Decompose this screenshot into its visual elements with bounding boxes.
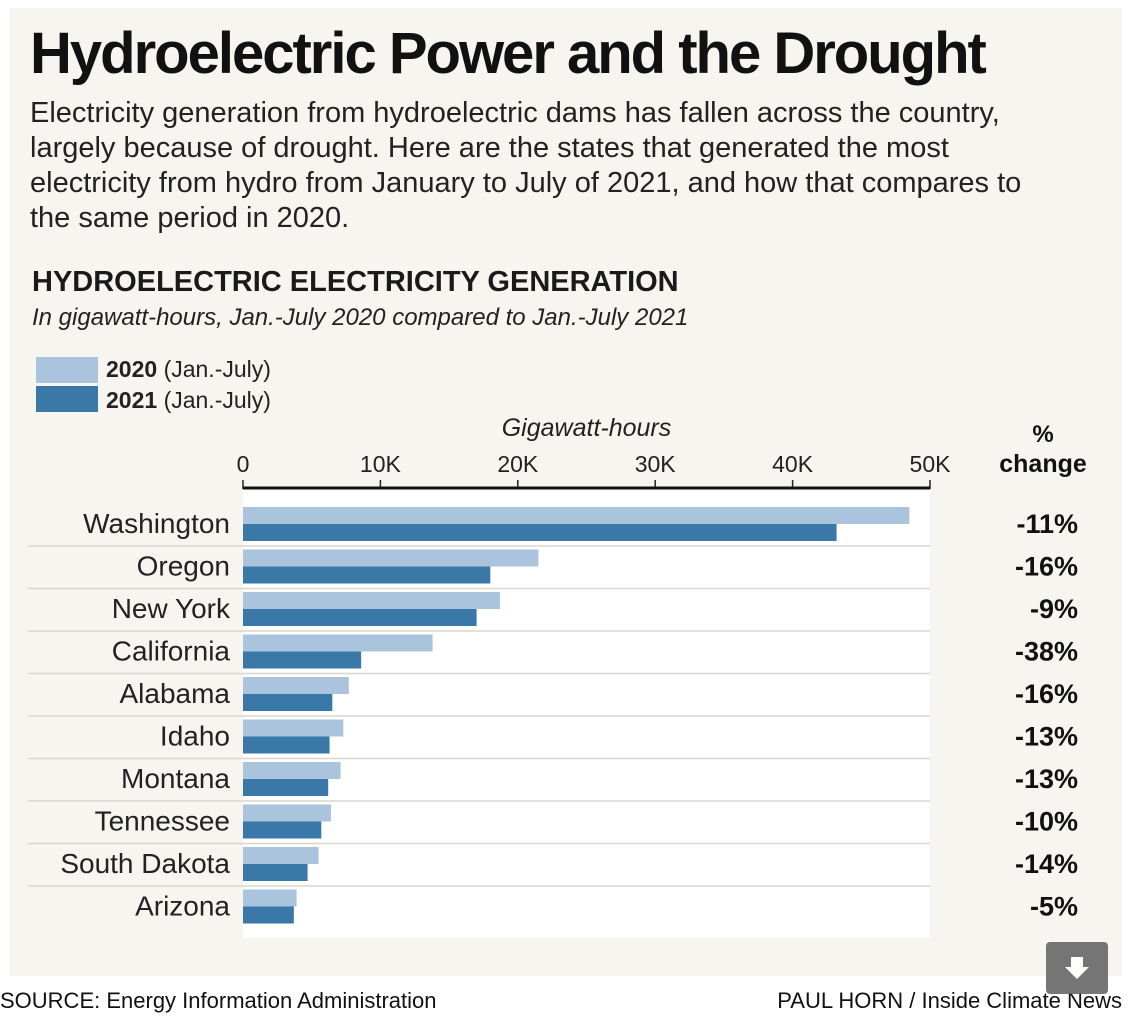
x-tick-label-0: 0 bbox=[237, 451, 250, 477]
chart-heading: HYDROELECTRIC ELECTRICITY GENERATION bbox=[32, 266, 679, 298]
download-button[interactable] bbox=[1046, 942, 1108, 994]
bar-2020-california bbox=[243, 634, 433, 652]
bar-2021-montana bbox=[243, 779, 329, 796]
change-value-south-dakota: -14% bbox=[1015, 849, 1078, 879]
bar-2020-montana bbox=[243, 762, 341, 779]
legend-label-2020: 2020 (Jan.-July) bbox=[106, 356, 271, 383]
category-label-arizona: Arizona bbox=[135, 891, 230, 922]
x-tick-label-5: 50K bbox=[910, 451, 952, 477]
legend-label-2021: 2021 (Jan.-July) bbox=[106, 387, 271, 414]
bar-2020-south-dakota bbox=[243, 847, 319, 864]
x-tick-label-1: 10K bbox=[360, 451, 402, 477]
change-value-washington: -11% bbox=[1016, 509, 1078, 539]
category-label-california: California bbox=[112, 636, 231, 667]
bar-2020-washington bbox=[243, 507, 910, 524]
category-label-idaho: Idaho bbox=[160, 721, 230, 752]
legend-swatch-2020 bbox=[36, 357, 98, 383]
category-label-alabama: Alabama bbox=[119, 678, 230, 709]
bar-2021-tennessee bbox=[243, 821, 322, 839]
legend-year-2020: 2020 bbox=[106, 356, 158, 382]
change-value-montana: -13% bbox=[1015, 764, 1078, 794]
change-value-idaho: -13% bbox=[1015, 722, 1078, 752]
bar-2021-new-york bbox=[243, 609, 477, 626]
bar-2021-washington bbox=[243, 524, 837, 541]
change-value-tennessee: -10% bbox=[1015, 807, 1078, 837]
change-value-arizona: -5% bbox=[1030, 892, 1078, 922]
bar-2021-alabama bbox=[243, 694, 333, 711]
bar-2020-idaho bbox=[243, 719, 344, 737]
x-tick-label-4: 40K bbox=[772, 451, 814, 477]
legend-swatch-2021 bbox=[36, 386, 98, 412]
bar-2020-arizona bbox=[243, 889, 297, 907]
bar-2020-tennessee bbox=[243, 804, 331, 822]
intro-text: Electricity generation from hydroelectri… bbox=[30, 97, 1022, 234]
bar-2021-idaho bbox=[243, 736, 330, 754]
bar-2020-new-york bbox=[243, 592, 500, 609]
download-arrow-icon bbox=[1065, 957, 1089, 979]
category-label-oregon: Oregon bbox=[137, 551, 230, 582]
bar-2021-south-dakota bbox=[243, 864, 308, 881]
bar-2020-oregon bbox=[243, 549, 539, 567]
change-value-new-york: -9% bbox=[1030, 594, 1078, 624]
bar-2021-arizona bbox=[243, 906, 294, 924]
category-label-new-york: New York bbox=[112, 593, 231, 624]
legend-period-2021: (Jan.-July) bbox=[163, 387, 271, 413]
change-value-oregon: -16% bbox=[1015, 552, 1078, 582]
category-label-tennessee: Tennessee bbox=[95, 806, 230, 837]
category-label-montana: Montana bbox=[121, 763, 230, 794]
legend-year-2021: 2021 bbox=[106, 387, 158, 413]
x-tick-label-2: 20K bbox=[497, 451, 539, 477]
legend-period-2020: (Jan.-July) bbox=[163, 356, 271, 382]
category-label-south-dakota: South Dakota bbox=[60, 848, 230, 879]
chart-subheading: In gigawatt-hours, Jan.-July 2020 compar… bbox=[32, 304, 689, 331]
source-note: SOURCE: Energy Information Administratio… bbox=[0, 988, 437, 1013]
bar-2020-alabama bbox=[243, 677, 349, 694]
bar-2021-oregon bbox=[243, 566, 491, 584]
change-value-california: -38% bbox=[1015, 637, 1078, 667]
x-tick-label-3: 30K bbox=[635, 451, 677, 477]
bar-2021-california bbox=[243, 651, 362, 669]
category-label-washington: Washington bbox=[83, 508, 230, 539]
page-title: Hydroelectric Power and the Drought bbox=[30, 21, 987, 86]
change-header-line2: change bbox=[999, 450, 1087, 478]
change-value-alabama: -16% bbox=[1015, 679, 1078, 709]
change-header-line1: % bbox=[1032, 421, 1053, 448]
x-axis-label: Gigawatt-hours bbox=[502, 414, 672, 442]
